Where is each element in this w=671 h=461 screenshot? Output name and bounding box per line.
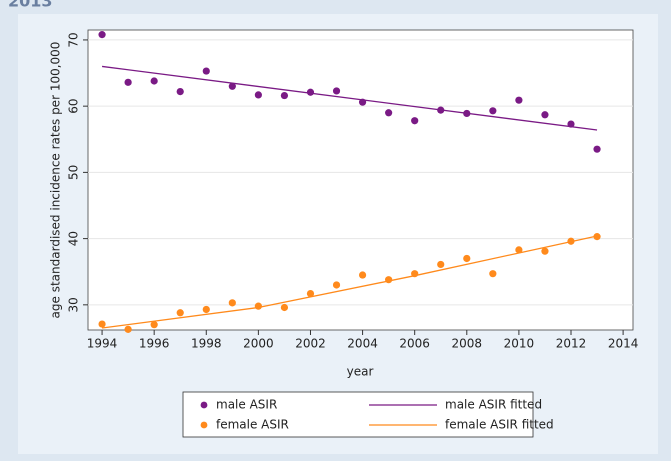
legend-label: female ASIR [216,418,289,432]
legend-label: female ASIR fitted [445,418,554,432]
data-point [280,91,289,100]
y-tick-label: 60 [67,99,81,114]
data-point [254,302,262,310]
legend-label: male ASIR fitted [445,398,542,412]
data-point [98,320,106,328]
plot-area [87,29,634,331]
x-tick-label: 2002 [295,337,326,351]
x-tick-label: 2014 [608,337,639,351]
data-point [98,31,106,39]
data-point [385,276,393,284]
legend-key [200,401,208,409]
fitted-line [101,65,598,131]
data-point [124,78,132,86]
data-point [150,77,158,85]
x-axis-label: year [347,365,374,379]
x-tick-label: 2000 [243,337,274,351]
x-tick-label: 1996 [139,337,170,351]
data-point [228,299,236,307]
x-tick-label: 1998 [191,337,222,351]
data-point [541,111,549,119]
data-point [306,289,315,298]
x-tick-label: 2006 [399,337,430,351]
data-point [515,96,523,104]
data-point [176,87,184,96]
data-point [124,325,132,333]
y-tick-label: 40 [67,231,81,246]
data-point [385,109,393,117]
data-point [541,247,549,255]
data-point [280,303,289,312]
data-point [202,67,210,75]
data-point [176,309,184,317]
data-point [228,82,236,90]
x-tick-label: 2010 [504,337,535,351]
y-tick-label: 50 [67,165,81,180]
data-point [489,270,497,278]
x-tick-label: 2008 [452,337,483,351]
data-point [411,117,419,125]
legend-label: male ASIR [216,398,277,412]
x-tick-label: 2004 [347,337,378,351]
data-point [254,91,262,99]
data-point [202,305,210,314]
data-point [150,321,158,329]
data-point [437,260,445,269]
legend [182,391,534,438]
x-tick-label: 1994 [87,337,118,351]
data-point [515,246,523,254]
chart-title: 2013 [8,0,53,11]
legend-key [200,421,208,429]
data-point [332,281,341,289]
y-axis-label: age standardised incidence rates per 100… [49,42,63,319]
data-point [593,145,601,153]
data-point [463,254,471,263]
fitted-line [101,235,598,329]
y-tick-label: 30 [67,297,81,312]
data-point [332,87,341,95]
data-point [489,107,497,115]
y-tick-label: 70 [67,32,81,47]
x-tick-label: 2012 [556,337,587,351]
data-point [358,271,367,279]
